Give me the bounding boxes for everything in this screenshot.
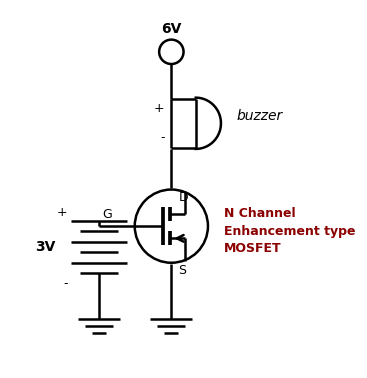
Text: -: - bbox=[63, 277, 68, 290]
Text: S: S bbox=[178, 265, 186, 277]
Text: N Channel: N Channel bbox=[224, 208, 295, 220]
Text: 3V: 3V bbox=[35, 240, 55, 254]
Text: MOSFET: MOSFET bbox=[224, 242, 281, 255]
Text: 6V: 6V bbox=[161, 22, 182, 36]
Text: D: D bbox=[178, 191, 188, 204]
Text: G: G bbox=[102, 208, 112, 221]
Text: -: - bbox=[160, 131, 164, 144]
Text: +: + bbox=[57, 206, 68, 219]
Text: buzzer: buzzer bbox=[237, 109, 283, 123]
Text: Enhancement type: Enhancement type bbox=[224, 225, 355, 238]
Text: +: + bbox=[154, 102, 164, 115]
